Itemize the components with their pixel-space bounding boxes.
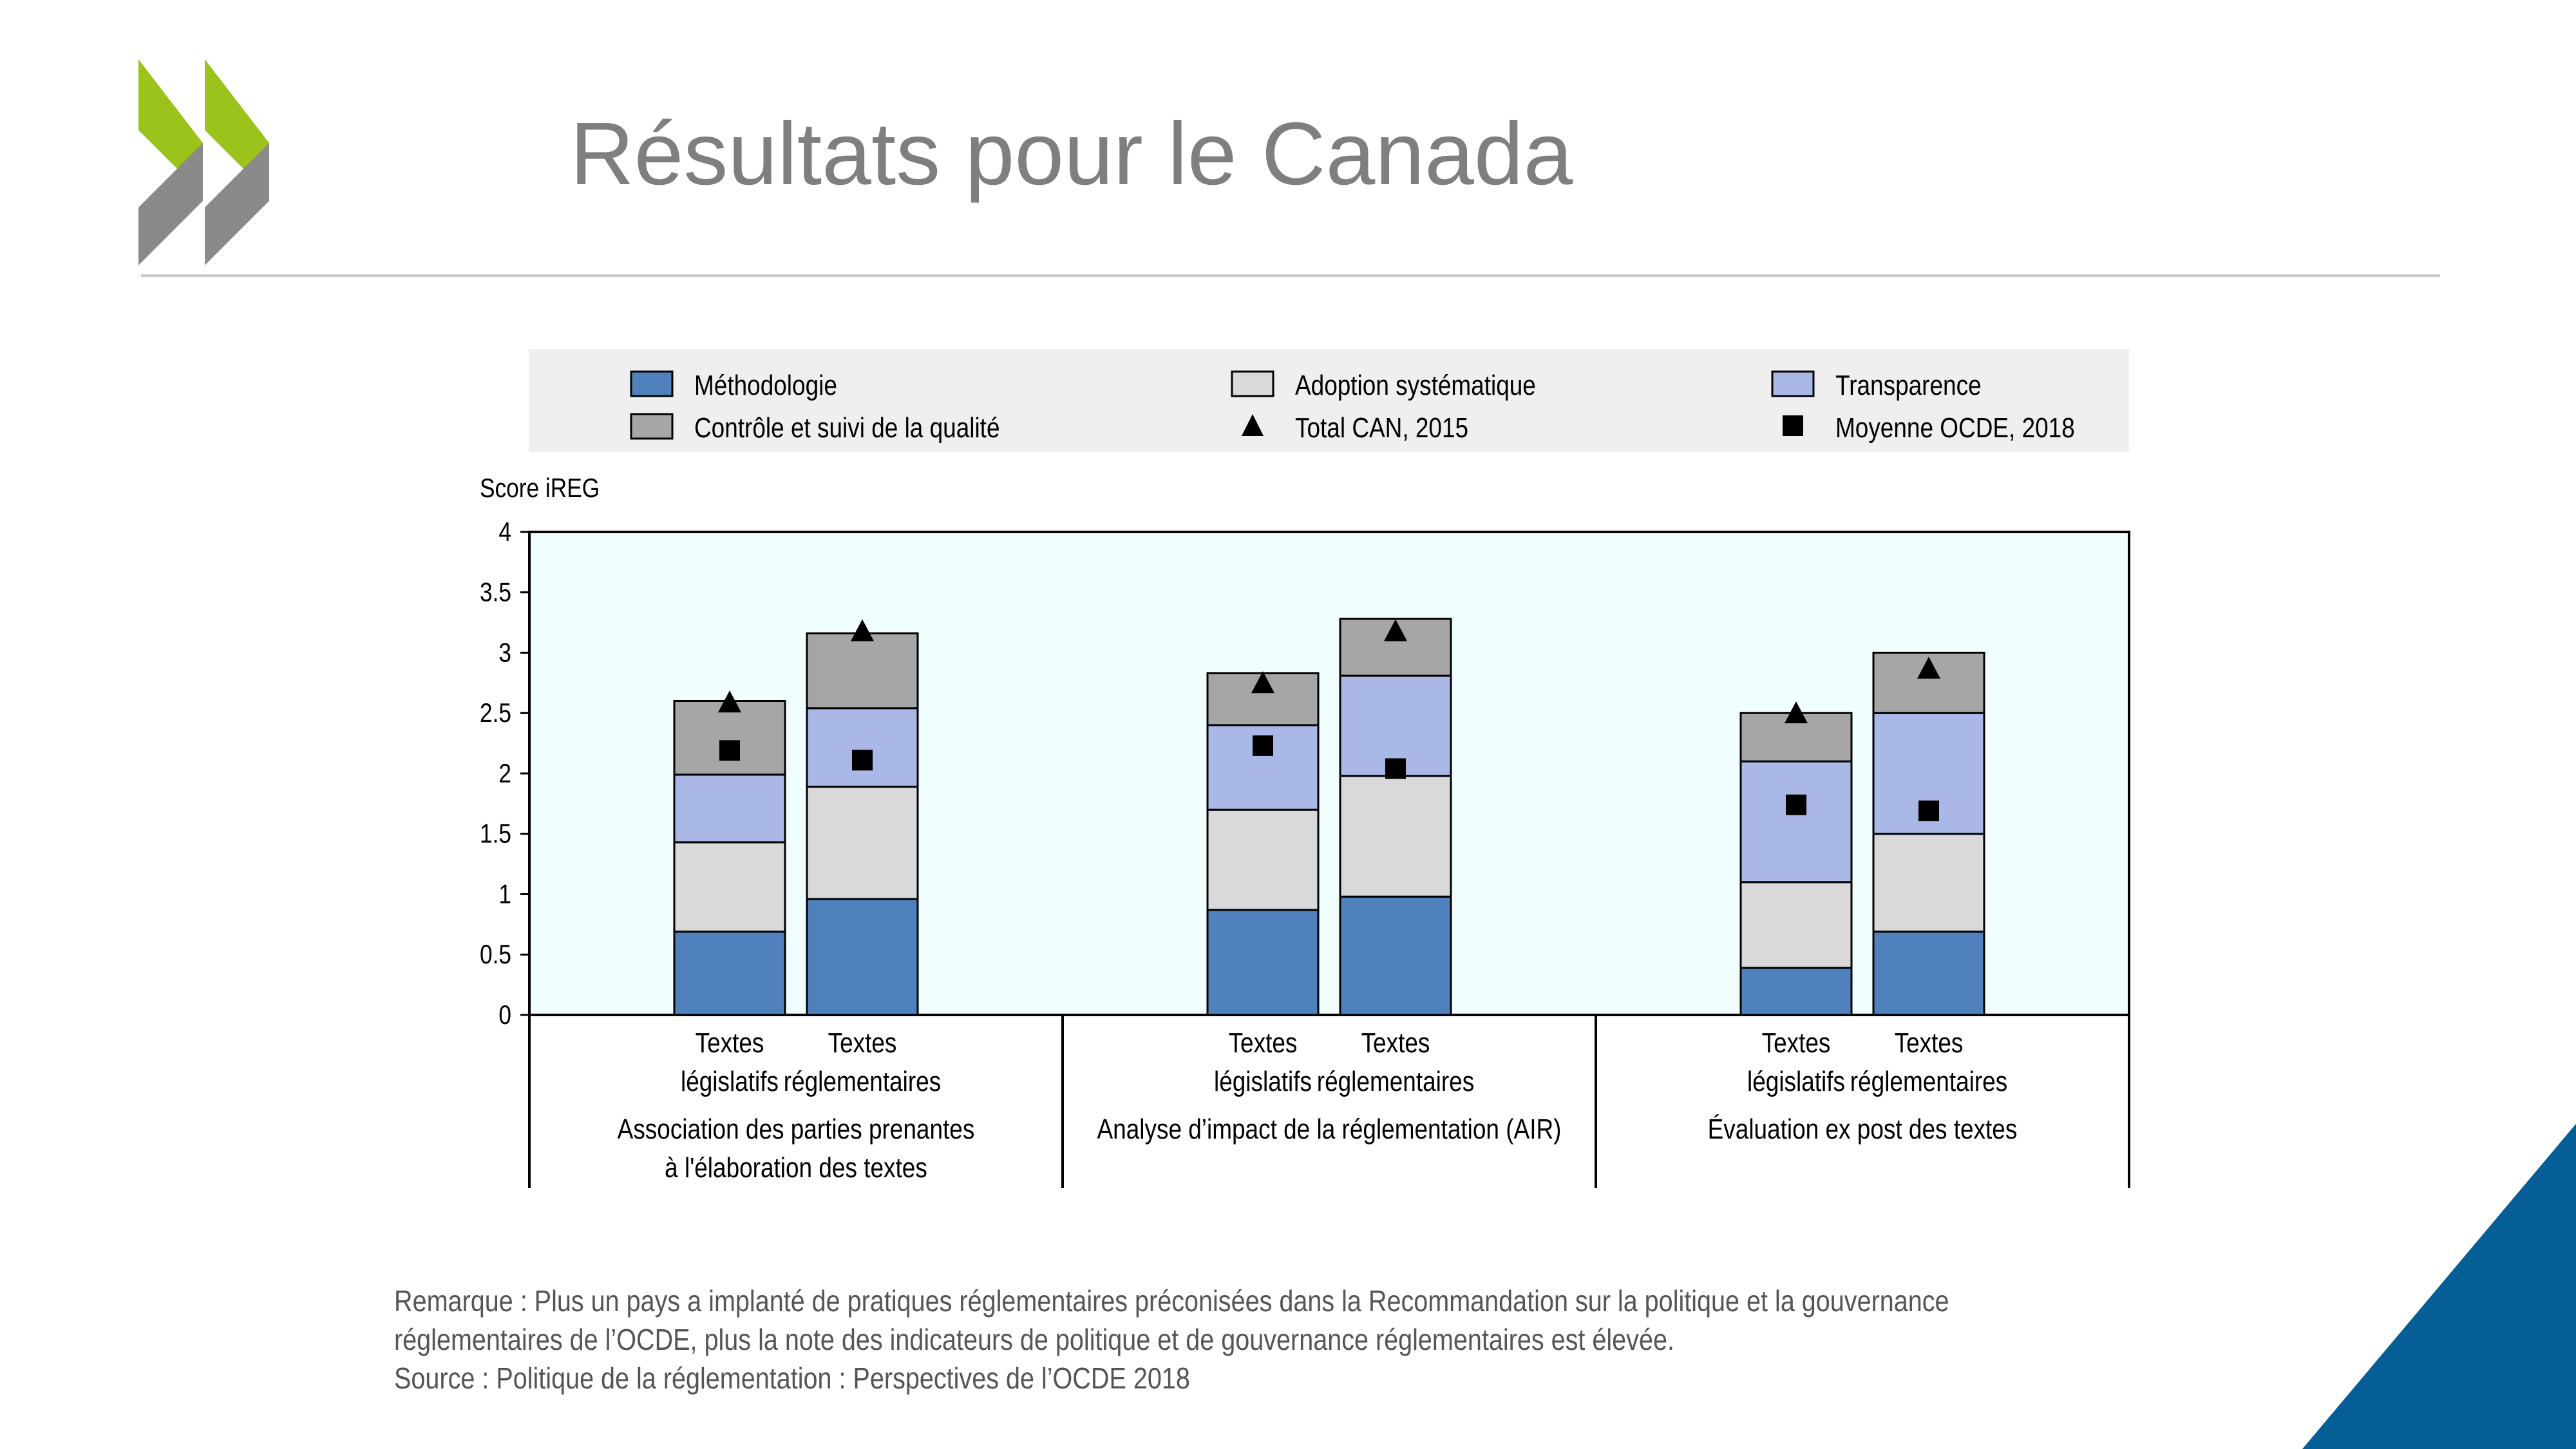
legend-background (529, 349, 2129, 452)
y-tick-label: 1.5 (480, 819, 511, 849)
y-tick-label: 4 (498, 517, 511, 547)
marker-total-can-2015 (1785, 701, 1808, 724)
marker-total-can-2015 (1384, 619, 1407, 641)
x-category-label: Textes (1229, 1027, 1298, 1059)
bar-segment (806, 898, 919, 1016)
y-tick-label: 3.5 (480, 578, 511, 608)
page-title: Résultats pour le Canada (570, 104, 1573, 204)
marker-moyenne-ocde-2018 (719, 740, 740, 761)
x-category-label: réglementaires (784, 1065, 941, 1097)
y-tick-label: 0.5 (480, 940, 511, 970)
x-category-label: législatifs (1747, 1065, 1845, 1097)
y-tick-label: 2 (498, 759, 511, 789)
x-category-label: réglementaires (1317, 1065, 1474, 1097)
legend-swatch (1231, 370, 1274, 397)
legend-label: Adoption systématique (1295, 369, 1536, 401)
y-axis-ticks: 0 0.5 1 1.5 2 2.5 3 3.5 4 (480, 517, 529, 1030)
bar-segment (673, 700, 786, 776)
bar-segment (1872, 931, 1985, 1016)
marker-total-can-2015 (1917, 656, 1940, 679)
bar-segment (673, 841, 786, 933)
legend-triangle-marker (1242, 414, 1264, 436)
legend-label: Total CAN, 2015 (1295, 412, 1468, 444)
chart-notes: Remarque : Plus un pays a implanté de pr… (394, 1282, 2056, 1397)
legend-swatch (630, 370, 674, 397)
marker-moyenne-ocde-2018 (852, 750, 873, 771)
bars (673, 618, 1985, 1016)
bar-segment (806, 786, 919, 900)
legend-square-marker (1783, 415, 1803, 436)
legend-label: Transparence (1835, 369, 1982, 401)
markers (718, 619, 1940, 822)
bar-segment (1739, 881, 1853, 969)
x-axis-labels: Textes législatifs Textes réglementaires Tex… (528, 1015, 2130, 1188)
bar-segment (1339, 895, 1452, 1016)
x-category-label: réglementaires (1850, 1065, 2007, 1097)
corner-triangle (2302, 1124, 2576, 1449)
marker-total-can-2015 (851, 619, 874, 641)
x-category-label: Textes (1361, 1027, 1430, 1059)
x-category-label: législatifs (1214, 1065, 1312, 1097)
y-tick-label: 0 (498, 1000, 511, 1030)
logo-chevron-gray-left (138, 143, 203, 265)
oecd-logo (138, 59, 269, 265)
marker-moyenne-ocde-2018 (1385, 758, 1406, 779)
x-category-label: Textes (828, 1027, 897, 1059)
marker-total-can-2015 (1251, 671, 1274, 694)
x-category-label: Textes (1762, 1027, 1831, 1059)
marker-total-can-2015 (718, 690, 741, 713)
bar-segment (673, 931, 786, 1016)
marker-moyenne-ocde-2018 (1253, 735, 1273, 756)
bar-segment (1739, 967, 1853, 1016)
x-group-label: à l'élaboration des textes (665, 1151, 927, 1184)
stacked-bar-chart: Méthodologie Adoption systématique Transpa… (480, 349, 2130, 1188)
x-category-label: Textes (696, 1027, 764, 1059)
bar-segment (1339, 775, 1452, 898)
bar-segment (1872, 833, 1985, 933)
bar-segment (1739, 760, 1853, 884)
legend-label: Moyenne OCDE, 2018 (1835, 412, 2075, 444)
legend-label: Méthodologie (694, 369, 837, 401)
bar-segment (1206, 909, 1320, 1016)
marker-moyenne-ocde-2018 (1918, 800, 1939, 822)
y-tick-label: 2.5 (480, 698, 511, 728)
title-divider (141, 274, 2440, 277)
x-group-label: Association des parties prenantes (618, 1113, 975, 1145)
x-group-label: Évaluation ex post des textes (1708, 1113, 2018, 1145)
y-axis-label: Score iREG (480, 473, 600, 504)
corner-decoration (2302, 1124, 2576, 1449)
bar-segment (1206, 808, 1320, 911)
remark-line-2: réglementaires de l’OCDE, plus la note d… (394, 1323, 1674, 1356)
bar-segment (806, 632, 919, 710)
x-group-label: Analyse d’impact de la réglementation (A… (1097, 1113, 1562, 1145)
legend-label: Contrôle et suivi de la qualité (694, 412, 1000, 444)
y-tick-label: 3 (498, 638, 511, 668)
remark-line-1: Remarque : Plus un pays a implanté de pr… (394, 1284, 1949, 1318)
chart-legend: Méthodologie Adoption systématique Transpa… (529, 349, 2129, 452)
logo-chevron-gray-right (205, 143, 269, 265)
marker-moyenne-ocde-2018 (1786, 794, 1806, 815)
source-line: Source : Politique de la réglementation … (394, 1361, 1190, 1395)
bar-segment (806, 707, 919, 788)
plot-area (528, 531, 2130, 1016)
x-category-label: Textes (1895, 1027, 1964, 1059)
y-tick-label: 1 (498, 880, 511, 910)
legend-swatch (1771, 370, 1815, 397)
legend-swatch (630, 413, 674, 440)
bar-segment (673, 773, 786, 844)
x-category-label: législatifs (681, 1065, 779, 1097)
